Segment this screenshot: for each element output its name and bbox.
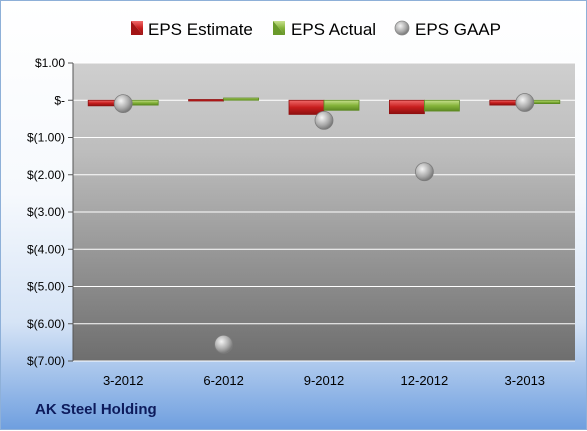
x-tick-label: 12-2012: [401, 373, 449, 388]
bar-eps-actual: [323, 99, 360, 111]
x-tick-label: 3-2013: [505, 373, 545, 388]
legend-item-actual: EPS Actual: [273, 20, 376, 39]
bar-eps-actual: [423, 99, 460, 112]
legend: EPS Estimate EPS Actual EPS GAAP: [131, 20, 501, 39]
legend-swatch-estimate-shadow: [131, 21, 143, 35]
y-tick-label: $(3.00): [27, 205, 65, 219]
legend-swatch-actual-shadow: [273, 21, 285, 35]
legend-label-gaap: EPS GAAP: [415, 20, 501, 39]
legend-label-actual: EPS Actual: [291, 20, 376, 39]
y-tick-label: $(1.00): [27, 131, 65, 145]
y-tick-label: $(5.00): [27, 280, 65, 294]
gaap-points: [113, 93, 535, 354]
point-eps-gaap: [515, 93, 535, 112]
point-eps-gaap: [414, 162, 434, 182]
point-eps-gaap: [314, 110, 334, 130]
y-tick-label: $(4.00): [27, 242, 65, 256]
x-tick-label: 3-2012: [103, 373, 143, 388]
legend-swatch-gaap: [394, 20, 410, 36]
x-axis-ticks: 3-2012 6-2012 9-2012 12-2012 3-2013: [103, 373, 545, 388]
y-tick-label: $(2.00): [27, 168, 65, 182]
point-eps-gaap: [214, 334, 234, 354]
bar-eps-estimate: [188, 99, 225, 102]
company-name: AK Steel Holding: [35, 401, 157, 418]
legend-item-estimate: EPS Estimate: [131, 20, 253, 39]
legend-label-estimate: EPS Estimate: [148, 20, 253, 39]
bar-eps-estimate: [288, 99, 325, 115]
legend-item-gaap: EPS GAAP: [394, 20, 501, 39]
point-eps-gaap: [113, 94, 133, 114]
y-tick-label: $-: [54, 93, 65, 107]
y-axis-ticks: $1.00 $- $(1.00) $(2.00) $(3.00) $(4.00) $(5.0…: [27, 56, 65, 368]
y-tick-label: $(7.00): [27, 354, 65, 368]
x-tick-label: 9-2012: [304, 373, 344, 388]
bar-eps-actual: [223, 97, 260, 101]
bar-eps-estimate: [388, 99, 425, 115]
x-tick-label: 6-2012: [203, 373, 243, 388]
y-tick-label: $(6.00): [27, 317, 65, 331]
y-tick-label: $1.00: [35, 56, 65, 70]
